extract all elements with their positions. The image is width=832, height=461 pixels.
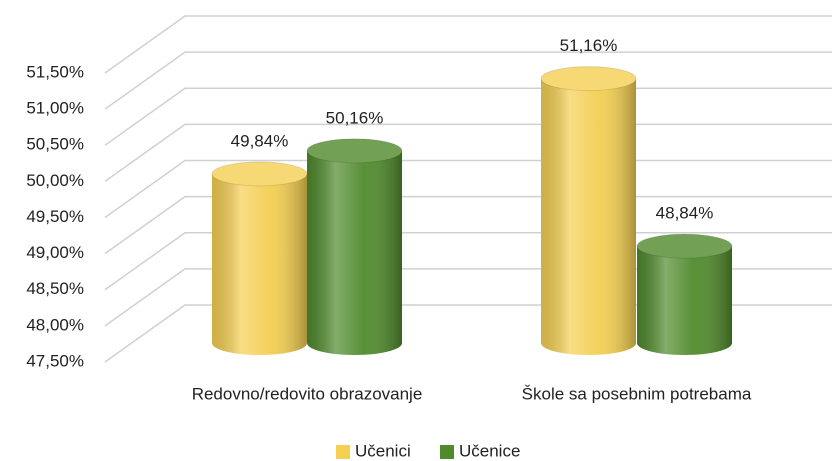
y-tick-label: 50,50% (26, 135, 84, 154)
y-tick-label: 49,50% (26, 207, 84, 226)
bar-shade (637, 246, 732, 355)
x-tick-label: Škole sa posebnim potrebama (522, 384, 752, 403)
bar-shade (307, 150, 402, 355)
data-label: 48,84% (656, 204, 714, 223)
y-tick-label: 51,00% (26, 99, 84, 118)
y-tick-label: 51,50% (26, 62, 84, 81)
y-tick-label: 48,50% (26, 279, 84, 298)
bar-shade (541, 78, 636, 355)
data-label: 49,84% (231, 131, 289, 150)
data-label: 50,16% (326, 108, 384, 127)
bar-top-shine (540, 66, 637, 92)
bar-top-shine (211, 161, 308, 187)
bar-top (307, 138, 402, 163)
y-tick-label: 48,00% (26, 315, 84, 334)
bar-shade (212, 173, 307, 355)
grid-line (104, 15, 832, 74)
bar-top-shine (306, 138, 403, 164)
bar-top (212, 161, 307, 186)
x-tick-label: Redovno/redovito obrazovanje (192, 384, 423, 403)
legend-label: Učenice (459, 441, 520, 460)
legend-swatch (440, 445, 454, 459)
bar-top (541, 66, 636, 91)
y-tick-label: 49,00% (26, 243, 84, 262)
y-tick-label: 47,50% (26, 351, 84, 370)
grid-line (104, 51, 832, 110)
bar-top-shine (636, 233, 733, 259)
y-tick-label: 50,00% (26, 171, 84, 190)
legend-label: Učenici (355, 441, 411, 460)
grid-line (104, 87, 832, 146)
legend-swatch (336, 445, 350, 459)
data-label: 51,16% (560, 36, 618, 55)
bar-top (637, 234, 732, 259)
